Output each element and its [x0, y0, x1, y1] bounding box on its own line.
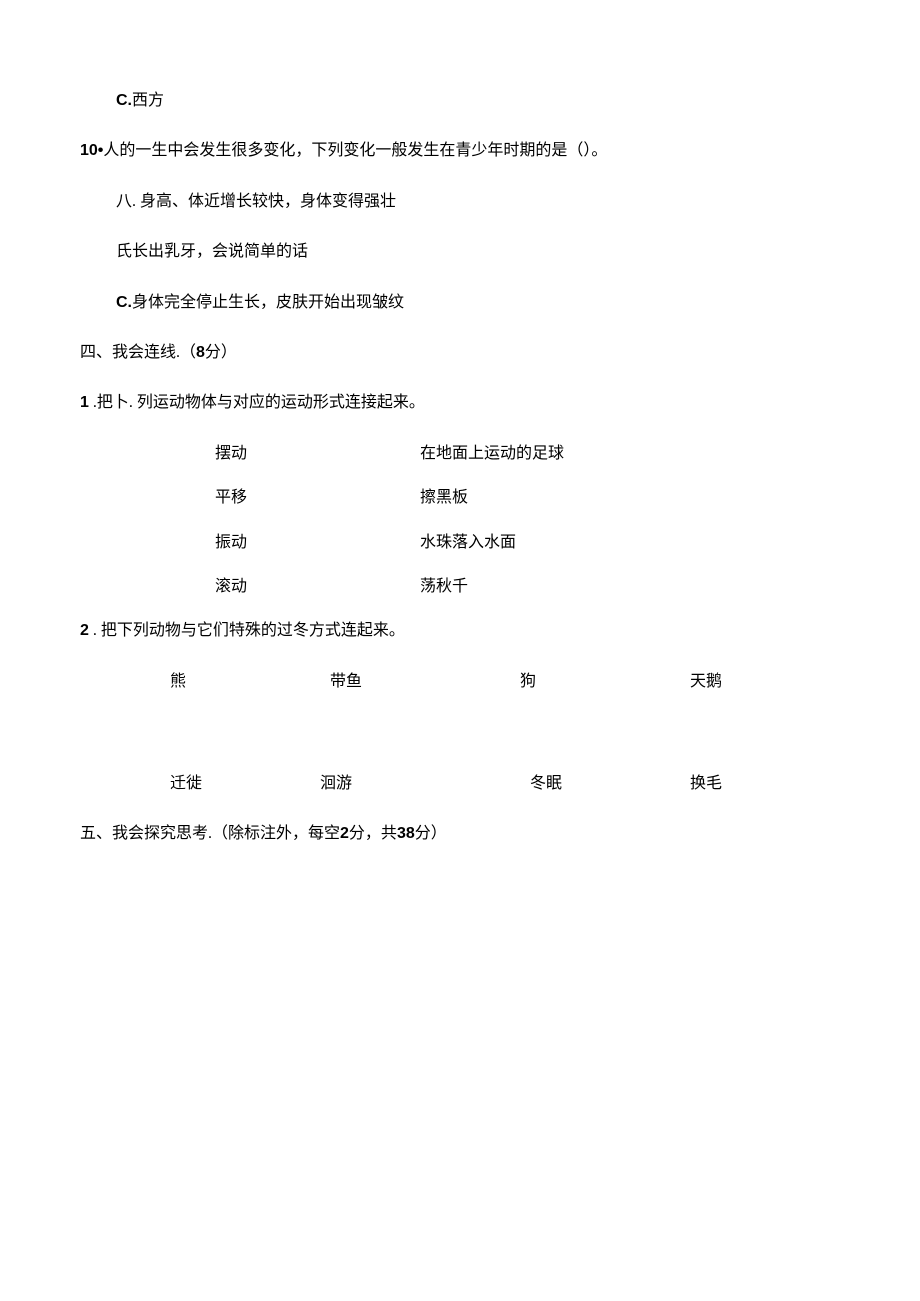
match2-methods-row: 迁徙 洄游 冬眠 换毛	[80, 773, 840, 795]
q10-option-c-label: C.	[116, 294, 132, 311]
match1-right-2: 水珠落入水面	[280, 532, 840, 554]
match1-left-2: 振动	[80, 532, 280, 554]
match1-left-0: 摆动	[80, 443, 280, 465]
match1-left-1: 平移	[80, 487, 280, 509]
section-4-suffix: 分）	[205, 344, 237, 361]
match1-right-3: 荡秋千	[280, 576, 840, 598]
q10-option-c-text: 身体完全停止生长，皮肤开始出现皱纹	[132, 294, 404, 311]
q10-option-b: 氏长出乳牙，会说简单的话	[80, 241, 840, 263]
match1-right-1: 擦黑板	[280, 487, 840, 509]
section-5-title: 五、我会探究思考.（除标注外，每空	[80, 825, 340, 842]
option-c-label: C.	[116, 92, 132, 109]
match2-animals-row: 熊 带鱼 狗 天鹅	[80, 671, 840, 693]
match1-right-0: 在地面上运动的足球	[280, 443, 840, 465]
section-5-points-1: 2	[340, 825, 349, 842]
match2-animal-2: 狗	[520, 671, 690, 693]
match1-row-0: 摆动 在地面上运动的足球	[80, 443, 840, 465]
q10-option-a: 八. 身高、体近增长较快，身体变得强壮	[80, 191, 840, 213]
section-4-title: 四、我会连线.（	[80, 344, 196, 361]
section-5-points-2: 38	[397, 825, 415, 842]
match2-method-2: 冬眠	[530, 773, 690, 795]
section-5-mid: 分，共	[349, 825, 397, 842]
match2-animal-3: 天鹅	[690, 671, 722, 693]
question-10: 10•人的一生中会发生很多变化，下列变化一般发生在青少年时期的是（）。	[80, 140, 840, 162]
q4-1-number: 1	[80, 394, 89, 411]
match2-animal-1: 带鱼	[330, 671, 520, 693]
q10-prev-option-c: C.西方	[80, 90, 840, 112]
q4-2-number: 2	[80, 622, 89, 639]
q10-number: 10•	[80, 142, 103, 159]
q10-option-c: C.身体完全停止生长，皮肤开始出现皱纹	[80, 292, 840, 314]
match2-method-3: 换毛	[690, 773, 722, 795]
question-4-2: 2 . 把下列动物与它们特殊的过冬方式连起来。	[80, 620, 840, 642]
q10-stem: 人的一生中会发生很多变化，下列变化一般发生在青少年时期的是（）。	[103, 142, 607, 159]
option-c-text: 西方	[132, 92, 164, 109]
match1-left-3: 滚动	[80, 576, 280, 598]
question-4-1: 1 .把卜. 列运动物体与对应的运动形式连接起来。	[80, 392, 840, 414]
q10-option-a-text: 八. 身高、体近增长较快，身体变得强壮	[116, 193, 396, 210]
section-5-header: 五、我会探究思考.（除标注外，每空2分，共38分）	[80, 823, 840, 845]
match2-method-0: 迁徙	[170, 773, 320, 795]
section-5-suffix: 分）	[415, 825, 447, 842]
section-4-points: 8	[196, 344, 205, 361]
match1-row-2: 振动 水珠落入水面	[80, 532, 840, 554]
q4-1-stem: .把卜. 列运动物体与对应的运动形式连接起来。	[89, 394, 425, 411]
match1-row-3: 滚动 荡秋千	[80, 576, 840, 598]
q4-2-stem: . 把下列动物与它们特殊的过冬方式连起来。	[89, 622, 405, 639]
match2-animal-0: 熊	[170, 671, 330, 693]
match1-row-1: 平移 擦黑板	[80, 487, 840, 509]
q10-option-b-text: 氏长出乳牙，会说简单的话	[116, 243, 308, 260]
section-4-header: 四、我会连线.（8分）	[80, 342, 840, 364]
match2-method-1: 洄游	[320, 773, 530, 795]
